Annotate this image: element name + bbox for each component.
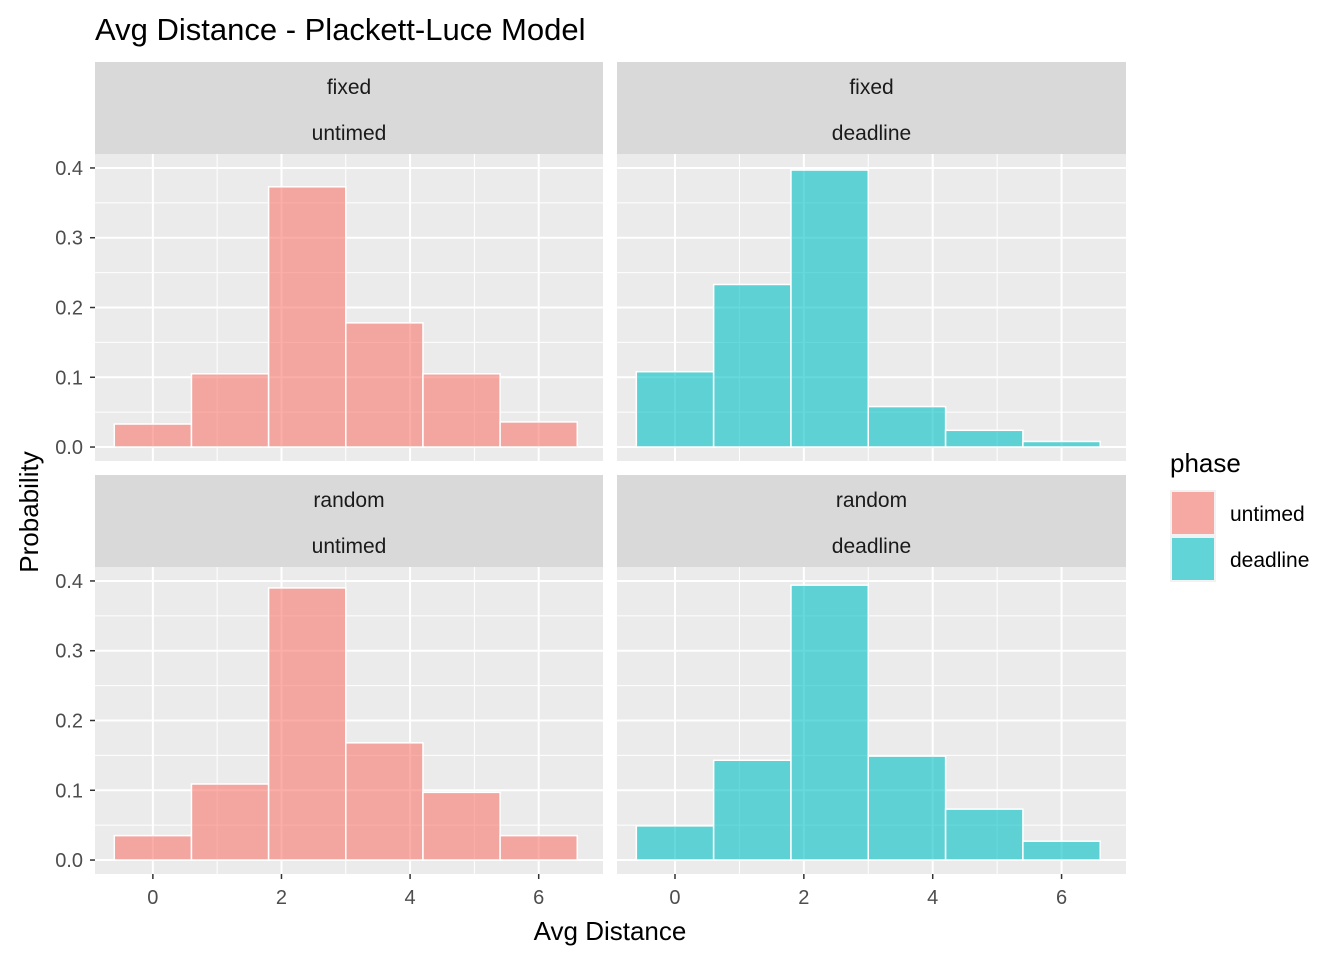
histogram-bar [790,169,870,448]
legend-item: deadline [1170,536,1309,582]
histogram-bar [422,373,501,448]
histogram-bar [345,322,424,448]
histogram-bar [499,834,579,861]
histogram-bar [712,283,792,448]
facet-strip-label: deadline [832,535,911,558]
facet-strip [95,475,603,567]
facet-strip-label: random [313,489,384,512]
histogram-bar [267,186,347,448]
legend-items: untimed deadline [1170,490,1309,582]
x-tick-label: 2 [798,887,809,909]
chart-title: Avg Distance - Plackett-Luce Model [95,12,586,47]
legend-item: untimed [1170,490,1305,536]
y-tick-label: 0.3 [55,641,83,663]
facet-panel: random deadline 0 2 4 6 [617,475,1126,909]
histogram-bar [113,423,193,448]
legend-title: phase [1170,448,1241,478]
histogram-bar [1022,440,1101,448]
y-tick-label: 0.0 [55,850,83,872]
histogram-bar [944,808,1024,861]
histogram-bar [790,584,870,861]
histogram-bar [712,759,792,861]
x-axis-label: Avg Distance [534,916,687,946]
histogram-bar [113,834,193,861]
facet-panel: random untimed 0.0 0.1 0.2 0.3 0.4 0 2 4 6 [55,475,603,909]
facet-strip [617,62,1126,154]
histogram-bar [422,791,501,861]
legend: phase untimed deadline [1170,448,1309,582]
histogram-bar [635,370,715,448]
facet-strip-label: untimed [312,535,387,558]
facet-panel: fixed untimed 0.0 0.1 0.2 0.3 0.4 [55,62,603,461]
x-tick-label: 6 [1056,887,1067,909]
histogram-bar [499,421,579,448]
x-tick-label: 4 [405,887,416,909]
histogram-bar [267,587,347,861]
legend-item-label: untimed [1230,503,1305,526]
facet-strip [617,475,1126,567]
histogram-bar [635,825,715,861]
facet-strip [95,62,603,154]
facet-strip-label: random [836,489,907,512]
histogram-bar [345,742,424,861]
legend-key-swatch [1172,492,1214,534]
histogram-bar [867,755,947,861]
x-tick-label: 0 [147,887,158,909]
histogram-bar [944,429,1024,448]
y-tick-label: 0.1 [55,367,83,389]
y-tick-label: 0.0 [55,437,83,459]
histogram-bar [190,373,270,448]
facet-panel: fixed deadline [617,62,1126,461]
y-tick-label: 0.2 [55,711,83,733]
y-tick-label: 0.3 [55,228,83,250]
facet-strip-label: fixed [849,76,893,99]
y-tick-label: 0.2 [55,298,83,320]
facet-strip-label: untimed [312,122,387,145]
y-tick-label: 0.4 [55,571,83,593]
x-tick-label: 4 [927,887,938,909]
x-tick-label: 6 [533,887,544,909]
facet-panels: fixed untimed 0.0 0.1 0.2 0.3 0.4 fixed deadline… [55,62,1126,909]
x-tick-label: 0 [669,887,680,909]
histogram-bar [1022,840,1101,861]
facet-strip-label: fixed [327,76,371,99]
histogram-bar [867,405,947,448]
x-tick-label: 2 [276,887,287,909]
y-axis-label: Probability [14,451,44,572]
y-tick-label: 0.4 [55,158,83,180]
y-tick-label: 0.1 [55,780,83,802]
legend-key-swatch [1172,538,1214,580]
histogram-bar [190,783,270,861]
legend-item-label: deadline [1230,549,1309,572]
facet-strip-label: deadline [832,122,911,145]
